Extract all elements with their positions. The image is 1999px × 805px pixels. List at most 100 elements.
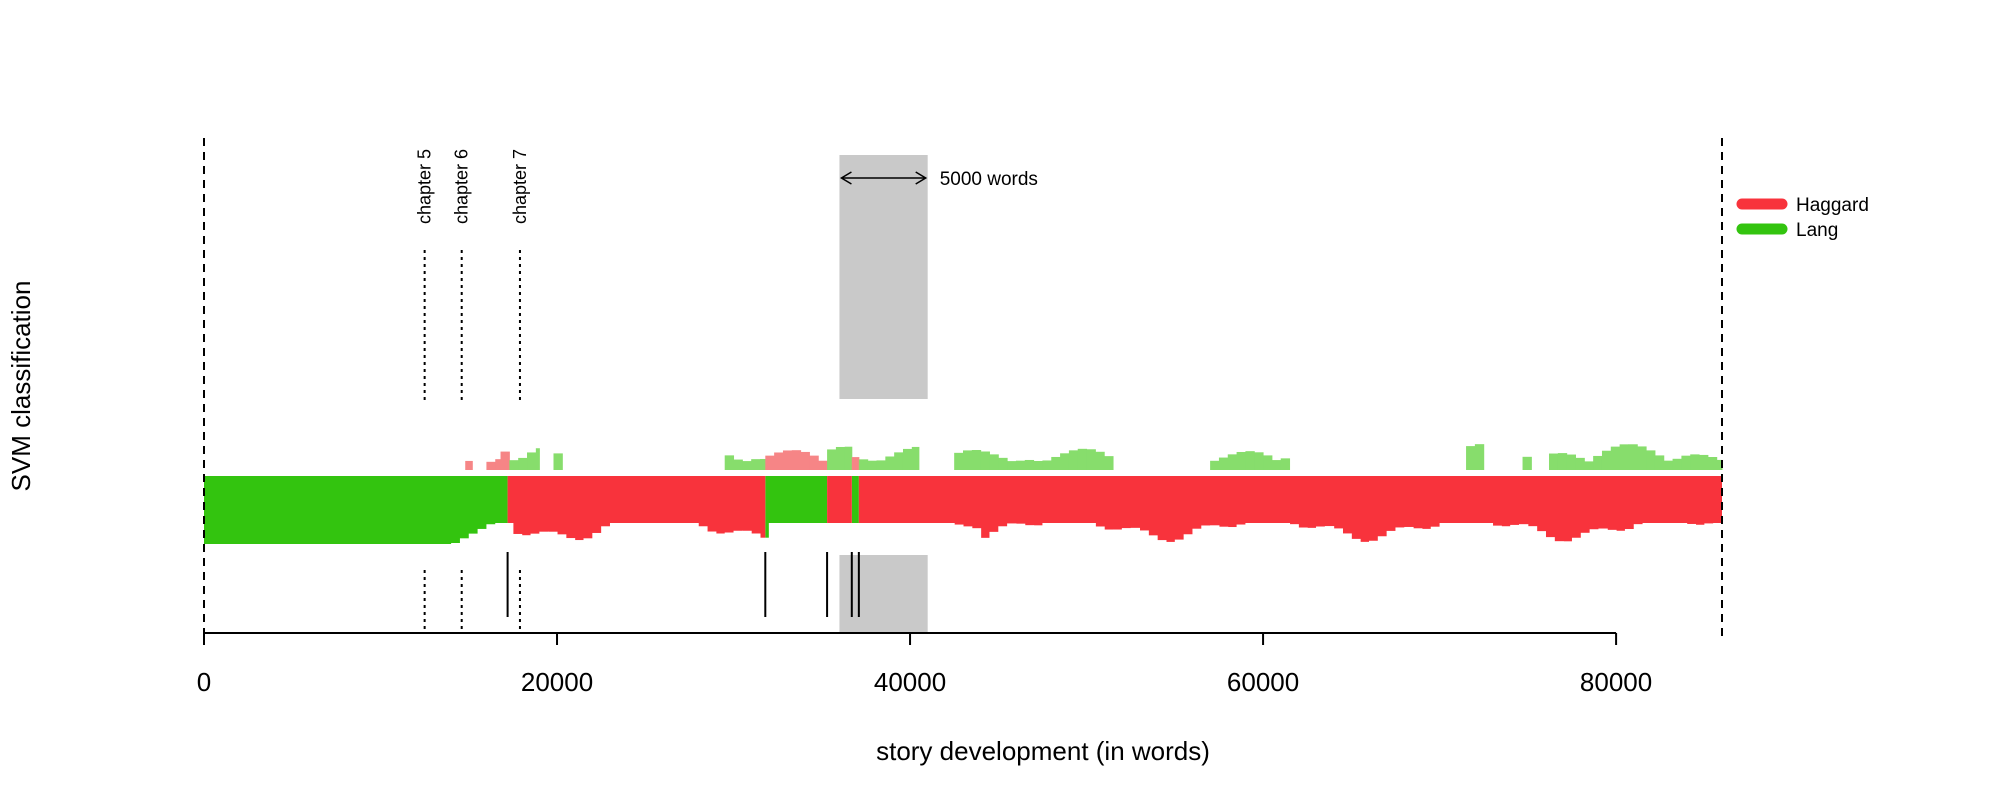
x-axis-tick-label: 0 — [197, 667, 211, 697]
classification-profile-step — [839, 523, 849, 545]
classification-profile-step — [1298, 527, 1308, 545]
classification-profile-step — [1527, 526, 1538, 545]
classification-profile-step — [389, 544, 399, 545]
classification-profile-step — [1307, 527, 1317, 545]
classification-profile-step — [521, 535, 532, 545]
secondary-score-bar — [876, 460, 886, 470]
classification-profile-step — [795, 523, 805, 545]
classification-profile-step — [1086, 523, 1096, 545]
y-axis-title: SVM classification — [6, 281, 36, 492]
classification-profile-step — [362, 544, 373, 545]
classification-profile-step — [459, 538, 470, 545]
classification-profile-step — [698, 526, 708, 545]
classification-profile-step — [398, 544, 408, 545]
classification-profile-step — [963, 526, 973, 545]
classification-profile-step — [292, 544, 302, 545]
secondary-score-bar — [1254, 452, 1264, 470]
classification-profile-step — [892, 523, 902, 545]
classification-profile-step — [1598, 528, 1608, 545]
classification-profile-step — [1342, 533, 1352, 545]
secondary-score-bar — [1263, 455, 1273, 470]
classification-profile-step — [1139, 530, 1149, 545]
classification-profile-step — [1360, 541, 1370, 545]
secondary-score-bar — [500, 451, 510, 470]
classification-profile-step — [301, 544, 311, 545]
marker-lines-layer — [203, 138, 1723, 636]
classification-profile-step — [618, 523, 629, 545]
classification-profile-step — [1280, 523, 1291, 545]
x-axis-title: story development (in words) — [876, 736, 1210, 766]
classification-profile-step — [1616, 530, 1626, 545]
secondary-score-bar — [527, 452, 537, 470]
classification-profile-step — [1316, 526, 1326, 545]
secondary-score-bar — [1707, 457, 1718, 470]
classification-profile-step — [1077, 523, 1088, 545]
classification-profile-step — [1121, 528, 1132, 545]
x-axis-tick-label: 60000 — [1227, 667, 1299, 697]
secondary-score-bar — [1051, 456, 1061, 470]
classification-profile-step — [274, 544, 284, 545]
classification-profile-step — [636, 523, 646, 545]
classification-profile-step — [248, 544, 258, 545]
classification-profile-step — [1271, 523, 1282, 545]
classification-profile-step — [1068, 523, 1079, 545]
secondary-score-bar — [902, 448, 913, 470]
secondary-score-bar — [465, 460, 473, 470]
classification-profile-step — [1324, 526, 1335, 545]
classification-profile-step — [557, 534, 567, 545]
classification-profile-step — [627, 523, 637, 545]
classification-profile-step — [486, 524, 496, 545]
secondary-scores-layer — [465, 444, 1723, 470]
classification-profile-step — [1201, 525, 1211, 545]
secondary-score-bar — [827, 449, 837, 470]
classification-profile-step — [830, 523, 840, 545]
secondary-score-bar — [1716, 459, 1723, 470]
classification-profile-step — [680, 523, 690, 545]
secondary-score-bar — [1549, 453, 1559, 470]
classification-profile-step — [980, 537, 990, 545]
classification-profile-step — [804, 523, 814, 545]
classification-profile-step — [309, 544, 320, 545]
classification-profile-step — [1669, 523, 1679, 545]
classification-profile-step — [654, 523, 664, 545]
classification-profile-step — [768, 523, 779, 545]
secondary-score-bar — [733, 459, 743, 470]
secondary-score-bar — [1218, 457, 1229, 470]
secondary-score-bar — [1024, 459, 1035, 470]
classification-profile-step — [495, 523, 505, 545]
classification-profile-step — [336, 544, 346, 545]
secondary-score-bar — [782, 450, 793, 470]
classification-profile-step — [318, 544, 329, 545]
classification-profile-step — [1430, 526, 1441, 545]
secondary-score-bar — [1042, 460, 1052, 470]
classification-profile-step — [609, 523, 620, 545]
secondary-score-bar — [851, 457, 860, 470]
classification-profile-step — [645, 523, 655, 545]
secondary-score-bar — [1227, 454, 1238, 470]
classification-profile-step — [1174, 539, 1185, 545]
classification-profile-step — [760, 537, 770, 545]
secondary-score-bar — [1593, 455, 1603, 470]
classification-profile-step — [265, 544, 276, 545]
classification-profile-step — [954, 524, 964, 545]
classification-profile-step — [1183, 534, 1193, 545]
chapter-label: chapter 5 — [415, 149, 435, 224]
classification-profile-step — [1457, 523, 1467, 545]
secondary-score-bar — [1672, 458, 1682, 470]
classification-profile-step — [1104, 529, 1114, 545]
classification-profile-step — [1651, 523, 1661, 545]
classification-profile-step — [230, 544, 240, 545]
legend-label-lang: Lang — [1796, 220, 1838, 241]
chapter-label: chapter 7 — [510, 149, 530, 224]
classification-profile-step — [1501, 526, 1511, 545]
classification-profile-step — [1245, 523, 1255, 545]
classification-profile-step — [1545, 537, 1555, 545]
secondary-score-bar — [1086, 449, 1096, 470]
classification-profile-step — [777, 523, 787, 545]
classification-profile-step — [1042, 523, 1052, 545]
secondary-score-bar — [998, 457, 1008, 470]
classification-profile-step — [354, 544, 364, 545]
x-axis-tick-label: 40000 — [874, 667, 946, 697]
secondary-score-bar — [844, 446, 853, 470]
classification-profile-step — [601, 526, 611, 545]
